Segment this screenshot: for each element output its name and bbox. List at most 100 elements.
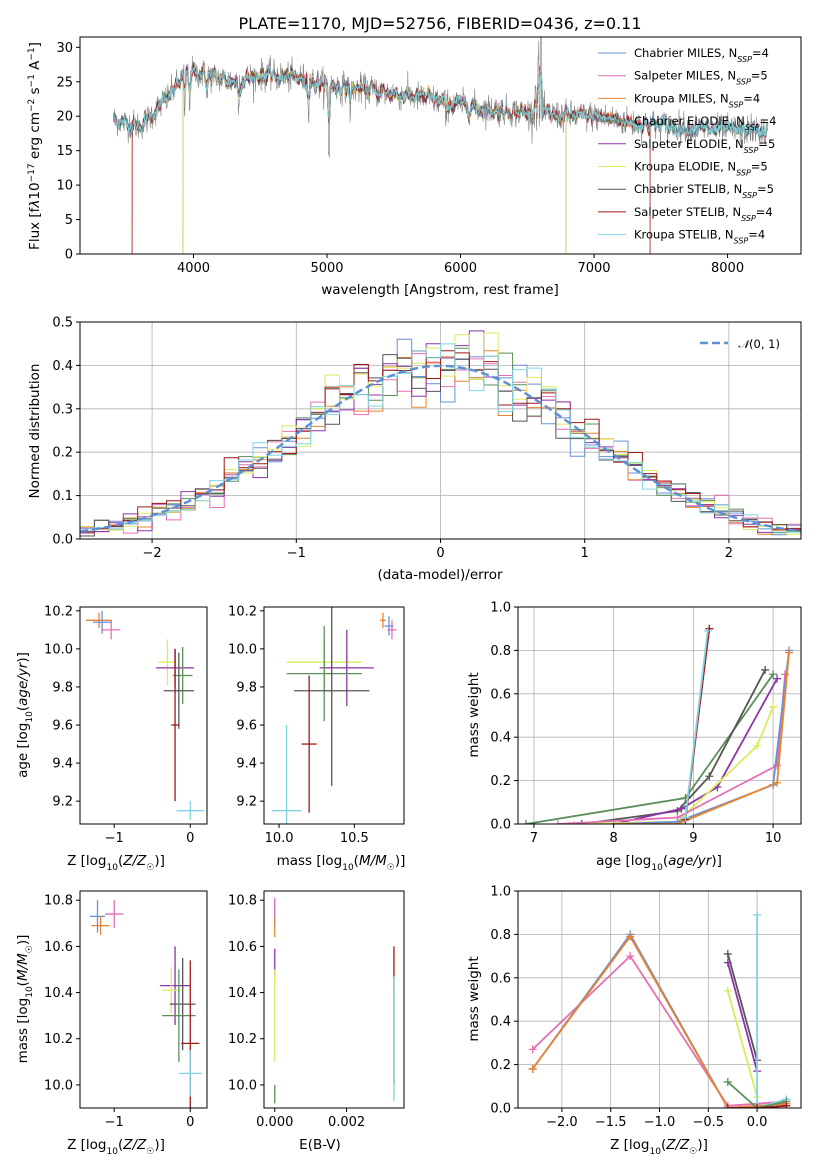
- series-line: [613, 652, 790, 824]
- axes-frame: [79, 36, 802, 255]
- x-tick-label: −2: [143, 546, 162, 561]
- plus-marker: [753, 910, 762, 919]
- axes-mass_vs_Z: −1 0 10.0 10.2 10.4 10.6 10.8: [44, 890, 208, 1130]
- y-tick-label: 10.2: [44, 1032, 73, 1047]
- axes-spectrum: 4000 5000 6000 7000 8000 0 5 10 15 20 25 30 Chabrier…: [56, 36, 802, 276]
- plus-marker: [785, 648, 794, 657]
- axes-frame: [517, 606, 802, 825]
- y-tick-label: 9.6: [52, 719, 73, 734]
- y-tick-label: 0.6: [490, 687, 511, 702]
- y-tick-label: 10.0: [44, 1078, 73, 1093]
- mass-z-xlabel: Z [log10(Z/Z☉)]: [67, 1137, 165, 1157]
- y-tick-label: 9.8: [52, 680, 73, 695]
- x-tick-label: 7000: [577, 261, 610, 276]
- wz-ylabel: mass weight: [466, 956, 482, 1041]
- x-tick-label: 10.0: [265, 831, 294, 846]
- legend-entry: 𝒩(0, 1): [738, 337, 780, 351]
- y-tick-label: 1.0: [490, 601, 511, 616]
- y-tick-label: 0.8: [490, 644, 511, 659]
- plot-area-mass_vs_Z: [89, 900, 202, 1108]
- x-tick-label: 1: [581, 546, 589, 561]
- plus-marker: [769, 670, 778, 679]
- ebv-xlabel: E(B-V): [299, 1137, 341, 1153]
- errorbar-kroupa-miles: [379, 612, 386, 628]
- series-line: [727, 1081, 787, 1108]
- y-tick-label: 25: [56, 75, 73, 90]
- plus-marker: [773, 674, 782, 683]
- series-chabrier-elodie: [521, 670, 778, 824]
- axes-frame: [263, 890, 405, 1109]
- legend-entry: Salpeter ELODIE, NSSP=5: [634, 137, 775, 155]
- errorbar-chabrier-elodie: [172, 646, 193, 705]
- y-tick-label: 5: [65, 213, 73, 228]
- plus-marker: [521, 820, 530, 824]
- plus-marker: [723, 986, 732, 995]
- x-tick-label: 10.5: [340, 831, 369, 846]
- y-tick-label: 20: [56, 110, 73, 125]
- y-tick-label: 10: [56, 179, 73, 194]
- series-kroupa-stelib: [753, 910, 791, 1108]
- y-tick-label: 0.4: [490, 1015, 511, 1030]
- series-line: [726, 953, 758, 1061]
- axes-frame: [263, 606, 405, 825]
- series-kroupa-stelib: [681, 626, 712, 822]
- axes-age_vs_mass: 10.0 10.5 9.2 9.4 9.6 9.8 10.0 10.2: [228, 604, 405, 846]
- plot-area-mass_vs_ebv: [274, 897, 395, 1104]
- plus-marker: [723, 958, 732, 967]
- plus-marker: [677, 804, 686, 813]
- y-tick-label: 10.8: [44, 894, 73, 909]
- axes-weight_vs_age: 7 8 9 10 0.0 0.2 0.4 0.6 0.8 1.0: [490, 601, 802, 846]
- x-tick-label: 5000: [310, 261, 343, 276]
- y-tick-label: 0.8: [490, 928, 511, 943]
- y-tick-label: 9.4: [236, 757, 257, 772]
- y-tick-label: 10.4: [44, 986, 73, 1001]
- legend-entry: Chabrier MILES, NSSP=4: [634, 46, 769, 64]
- age-mass-xlabel: mass [log10(M/M☉)]: [277, 853, 406, 873]
- plus-marker: [753, 741, 762, 750]
- y-tick-label: 0.3: [52, 402, 73, 417]
- y-tick-label: 0.6: [490, 971, 511, 986]
- series-line: [573, 706, 774, 824]
- residuals-ylabel: Normed distribution: [27, 364, 43, 499]
- spectrum-legend: Chabrier MILES, NSSP=4 Salpeter MILES, NS…: [598, 46, 776, 245]
- legend-entry: Kroupa STELIB, NSSP=4: [634, 228, 765, 246]
- plot-area-age_vs_mass: [271, 607, 397, 824]
- series-chabrier-elodie: [723, 1077, 791, 1108]
- plus-marker: [528, 1064, 537, 1073]
- y-tick-label: 9.4: [52, 757, 73, 772]
- series-line: [684, 630, 709, 818]
- age-ylabel: age [log10(age/yr)]: [15, 652, 35, 778]
- legend-entry: Chabrier STELIB, NSSP=5: [634, 182, 774, 200]
- wage-ylabel: mass weight: [466, 672, 482, 757]
- y-tick-label: 0.0: [52, 533, 73, 548]
- x-tick-label: 8: [610, 831, 618, 846]
- plus-marker: [681, 813, 690, 822]
- series-line: [726, 962, 758, 1072]
- y-tick-label: 0.2: [490, 1058, 511, 1073]
- plus-marker: [773, 778, 782, 787]
- y-tick-label: 10.2: [228, 604, 257, 619]
- errorbar-chabrier-elodie: [286, 626, 362, 722]
- legend-entry: Salpeter MILES, NSSP=5: [634, 69, 768, 87]
- series-line: [756, 914, 787, 1108]
- series-line: [727, 1104, 787, 1108]
- series-kroupa-elodie: [569, 702, 778, 824]
- plus-marker: [553, 820, 562, 824]
- x-tick-label: 7: [530, 831, 538, 846]
- plus-marker: [626, 952, 635, 961]
- axes-age_vs_Z: −1 0 9.2 9.4 9.6 9.8 10.0 10.2: [44, 604, 208, 846]
- model-spectrum-kroupa-stelib: [113, 64, 768, 139]
- plot-area-weight_vs_age: [521, 624, 794, 824]
- errorbar-salpeter-elodie: [159, 946, 191, 1025]
- y-tick-label: 10.2: [44, 604, 73, 619]
- x-tick-label: 2: [725, 546, 733, 561]
- x-tick-label: −1: [105, 1115, 124, 1130]
- plus-marker: [703, 626, 712, 635]
- plus-marker: [723, 949, 732, 958]
- y-tick-label: 1.0: [490, 885, 511, 900]
- legend-entry: Kroupa MILES, NSSP=4: [634, 91, 760, 109]
- x-tick-label: −1.0: [644, 1115, 676, 1130]
- x-tick-label: 0.002: [328, 1115, 365, 1130]
- plus-marker: [723, 1104, 732, 1108]
